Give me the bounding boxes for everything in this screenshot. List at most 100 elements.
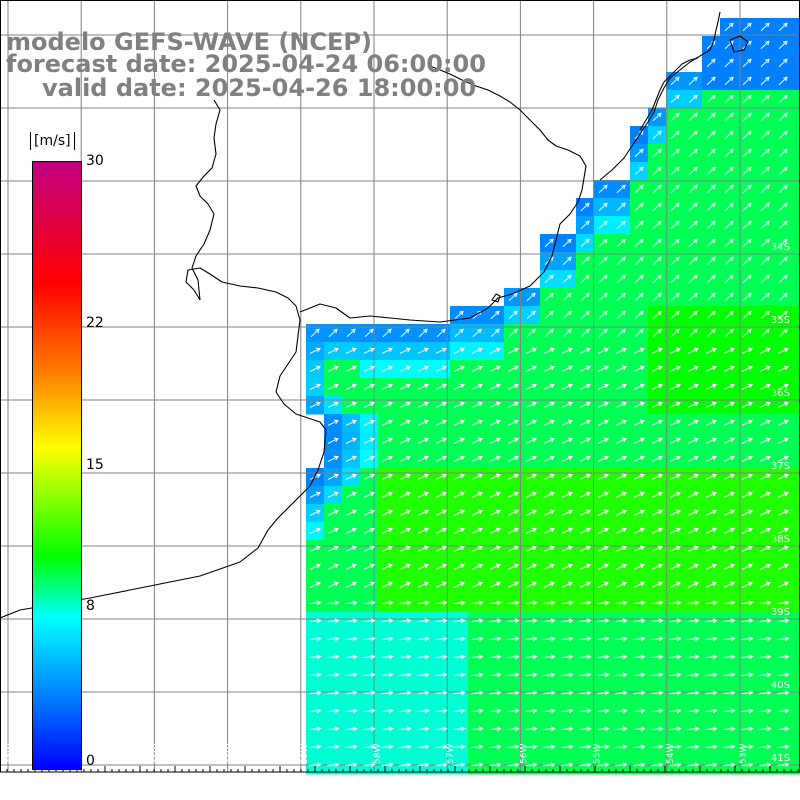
wind-arrow (651, 690, 664, 696)
wind-arrow (472, 328, 482, 338)
wind-arrow (652, 328, 662, 338)
wind-arrow (417, 690, 430, 696)
wind-arrow (453, 762, 466, 768)
wind-arrow (597, 600, 610, 606)
wind-arrow (597, 437, 609, 444)
wind-arrow (778, 40, 788, 50)
wind-arrow (742, 94, 752, 104)
longitude-label: 60W (227, 744, 237, 764)
wind-arrow (669, 455, 681, 462)
wind-arrow (651, 509, 663, 516)
wind-arrow (345, 383, 357, 390)
wind-arrow (381, 419, 393, 426)
wind-speed-cell (792, 72, 800, 91)
wind-arrow (327, 383, 339, 390)
wind-arrow (723, 636, 736, 642)
wind-arrow (345, 491, 357, 498)
wind-arrow (705, 726, 718, 732)
wind-arrow (579, 690, 592, 696)
wind-arrow (435, 437, 447, 444)
wind-arrow (651, 654, 664, 660)
wind-arrow (777, 509, 789, 516)
wind-arrow (471, 563, 483, 570)
wind-speed-cell (792, 126, 800, 145)
wind-arrow (327, 527, 339, 534)
wind-arrow (669, 527, 681, 534)
wind-arrow (489, 383, 501, 390)
wind-arrow (688, 292, 698, 302)
wind-arrow (598, 274, 608, 284)
wind-arrow (669, 419, 681, 426)
wind-arrow (561, 581, 573, 588)
wind-arrow (507, 636, 520, 642)
wind-arrow (597, 347, 609, 354)
wind-arrow (651, 455, 663, 462)
wind-arrow (327, 455, 339, 462)
wind-arrow (633, 581, 645, 588)
wind-arrow (742, 202, 752, 212)
wind-arrow (525, 654, 538, 660)
wind-arrow (705, 419, 717, 426)
wind-arrow (381, 473, 393, 480)
coastline-segment (191, 99, 221, 301)
wind-arrow (435, 455, 447, 462)
wind-arrow (723, 455, 735, 462)
longitude-label: 54W (666, 744, 676, 764)
wind-arrow (399, 527, 411, 534)
wind-arrow (562, 274, 572, 284)
wind-arrow (471, 618, 484, 624)
wind-arrow (381, 744, 394, 750)
wind-arrow (778, 292, 788, 302)
wind-arrow (778, 220, 788, 230)
wind-arrow (579, 600, 592, 606)
wind-arrow (633, 491, 645, 498)
wind-speed-cell (792, 306, 800, 325)
wind-arrow (345, 581, 357, 588)
wind-arrow (741, 581, 753, 588)
wind-arrow (507, 455, 519, 462)
wind-arrow (777, 383, 789, 390)
wind-arrow (723, 473, 735, 480)
wind-arrow (651, 762, 664, 768)
wind-arrow (670, 274, 680, 284)
wind-arrow (435, 636, 448, 642)
wind-arrow (705, 636, 718, 642)
wind-arrow (381, 726, 394, 732)
wind-arrow (399, 708, 412, 714)
wind-arrow (742, 310, 752, 320)
wind-arrow (543, 581, 555, 588)
latitude-label: 41S (771, 753, 790, 764)
wind-arrow (633, 636, 646, 642)
wind-arrow (705, 455, 717, 462)
wind-arrow (760, 274, 770, 284)
wind-arrow (579, 563, 591, 570)
wind-arrow (633, 545, 645, 552)
wind-arrow (543, 383, 555, 390)
wind-arrow (742, 130, 752, 140)
wind-arrow (670, 148, 680, 158)
wind-arrow (327, 545, 339, 552)
wind-arrow (723, 726, 736, 732)
wind-arrow (508, 292, 518, 302)
wind-arrow (777, 455, 789, 462)
wind-arrow (705, 401, 717, 408)
wind-arrow (633, 365, 645, 372)
wind-arrow (453, 383, 465, 390)
wind-arrow (579, 672, 592, 678)
wind-arrow (760, 40, 770, 50)
wind-arrow (346, 328, 356, 338)
wind-arrow (651, 636, 664, 642)
wind-arrow (507, 347, 519, 354)
wind-arrow (759, 437, 771, 444)
wind-arrow (742, 328, 752, 338)
wind-arrow (759, 581, 771, 588)
wind-arrow (615, 618, 628, 624)
wind-arrow (399, 455, 411, 462)
wind-arrow (706, 292, 716, 302)
wind-arrow (489, 347, 501, 354)
wind-speed-cell (792, 666, 800, 685)
wind-arrow (471, 654, 484, 660)
wind-arrow (777, 491, 789, 498)
wind-arrow (597, 383, 609, 390)
